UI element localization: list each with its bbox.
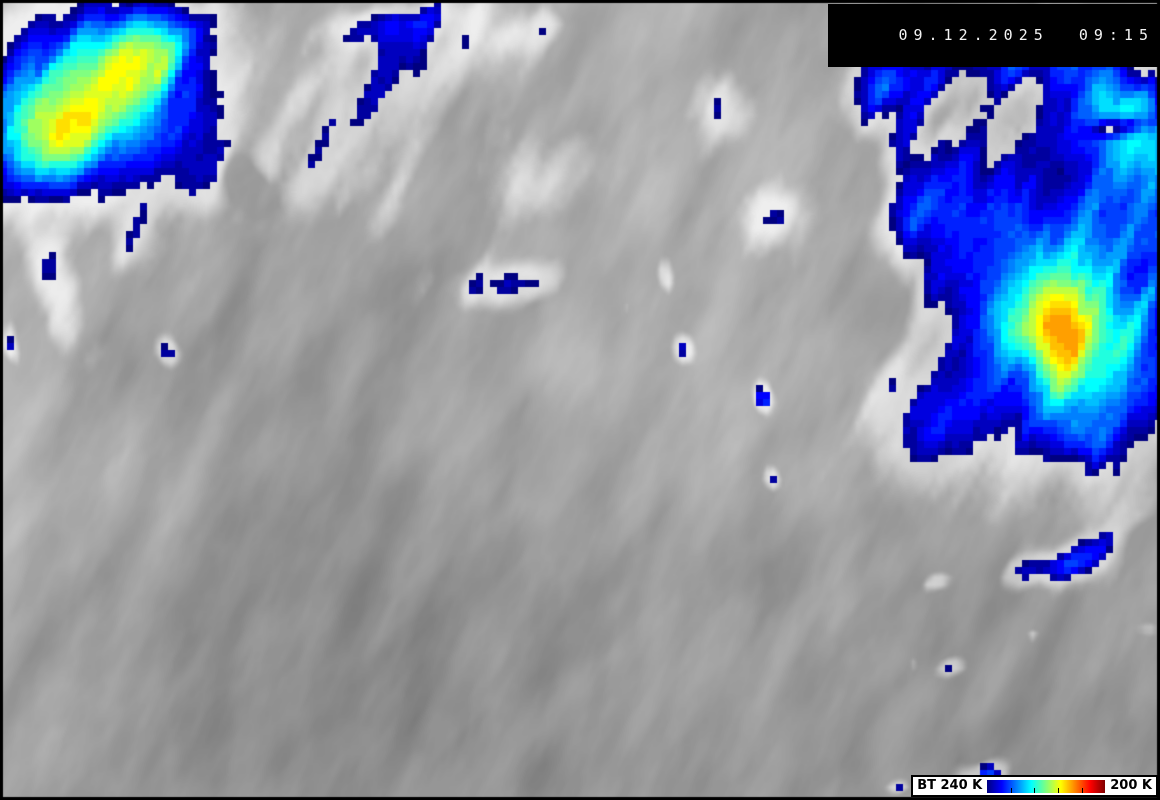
colorbar-gradient (987, 779, 1106, 793)
legend-bt-warm-label: BT 240 K (917, 778, 983, 793)
legend-cold-label: 200 K (1110, 778, 1152, 793)
colorbar-tick (1010, 787, 1012, 793)
colorbar-tick (1081, 787, 1083, 793)
colorbar-legend: BT 240 K 200 K (911, 775, 1158, 797)
colorbar-tick (1058, 787, 1060, 793)
colorbar-tick (1034, 787, 1036, 793)
timestamp-text: 09.12.2025 09:15 (898, 26, 1154, 44)
timestamp-overlay: 09.12.2025 09:15 (828, 4, 1160, 67)
